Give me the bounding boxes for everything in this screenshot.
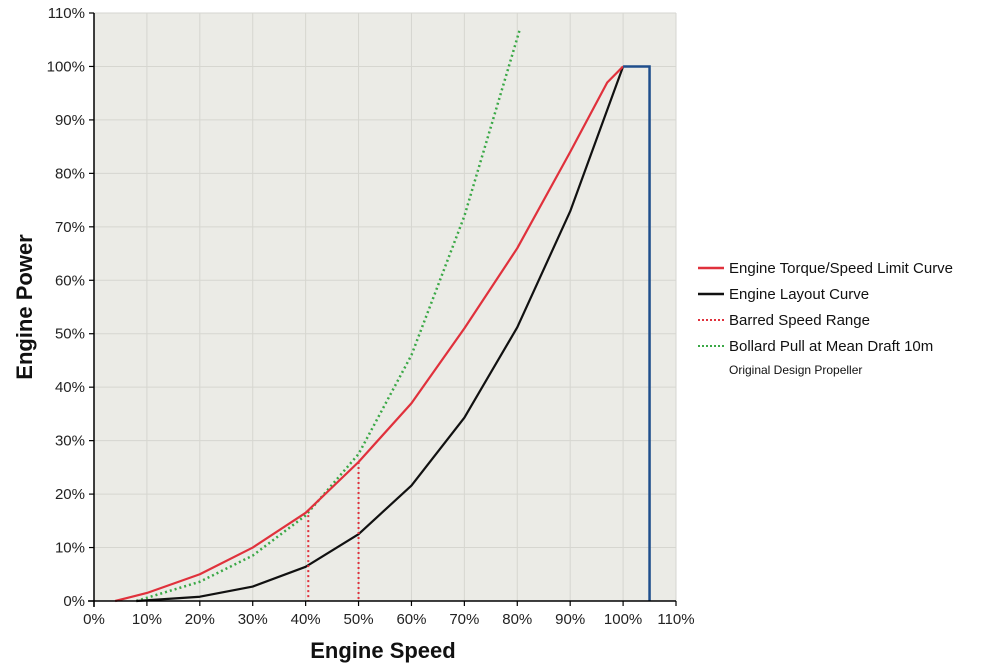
x-tick-label: 40% — [291, 611, 321, 628]
series-torque-speed-limit — [114, 65, 624, 603]
x-tick-label: 10% — [132, 611, 162, 628]
y-tick-label: 90% — [55, 112, 85, 129]
x-tick-label: 90% — [555, 611, 585, 628]
y-tick-label: 70% — [55, 219, 85, 236]
x-tick-label: 50% — [344, 611, 374, 628]
y-tick-label: 0% — [63, 593, 85, 610]
x-tick-label: 80% — [502, 611, 532, 628]
legend-label: Barred Speed Range — [729, 312, 870, 329]
legend-label: Bollard Pull at Mean Draft 10m — [729, 338, 933, 355]
y-tick-label: 10% — [55, 540, 85, 557]
y-tick-label: 30% — [55, 433, 85, 450]
legend-label: Engine Layout Curve — [729, 286, 869, 303]
x-axis-title: Engine Speed — [310, 638, 455, 663]
series-layer — [114, 28, 651, 603]
x-tick-label: 70% — [449, 611, 479, 628]
y-tick-label: 40% — [55, 379, 85, 396]
x-tick-label: 30% — [238, 611, 268, 628]
x-tick-label: 110% — [657, 611, 694, 628]
y-tick-label: 20% — [55, 486, 85, 503]
axes — [88, 12, 677, 607]
plot-background — [94, 13, 676, 601]
y-tick-label: 50% — [55, 326, 85, 343]
y-tick-label: 80% — [55, 165, 85, 182]
x-tick-label: 0% — [83, 611, 105, 628]
y-tick-label: 110% — [48, 5, 85, 22]
legend-note: Original Design Propeller — [729, 363, 862, 377]
legend: Engine Torque/Speed Limit Curve Engine La… — [698, 260, 953, 377]
tick-labels: 0% 10% 20% 30% 40% 50% 60% 70% 80% 90% 100% 110% 0% 1… — [47, 5, 695, 628]
series-engine-layout — [136, 66, 625, 603]
x-tick-label: 20% — [185, 611, 215, 628]
grid-lines — [94, 12, 677, 601]
x-tick-label: 60% — [396, 611, 426, 628]
legend-label: Engine Torque/Speed Limit Curve — [729, 260, 953, 277]
x-tick-label: 100% — [604, 611, 642, 628]
series-overspeed-limit — [623, 65, 651, 601]
y-tick-label: 100% — [47, 58, 85, 75]
series-bollard-pull — [135, 28, 522, 603]
y-tick-label: 60% — [55, 272, 85, 289]
y-axis-title: Engine Power — [12, 234, 37, 380]
